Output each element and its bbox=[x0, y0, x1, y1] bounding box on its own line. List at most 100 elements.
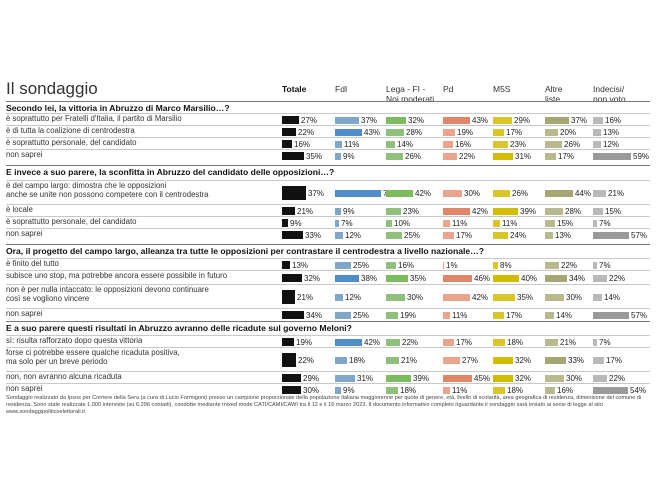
bar-fdi bbox=[335, 117, 359, 124]
bar-totale bbox=[282, 231, 303, 239]
column-header-2: Lega - FI - Noi moderati bbox=[386, 84, 435, 104]
row-separator bbox=[6, 347, 650, 348]
bar-lega-fi-noi-moderati bbox=[386, 153, 403, 160]
data-label: 20% bbox=[560, 128, 577, 137]
data-label: 22% bbox=[298, 356, 315, 365]
bar-indecisi-non-voto bbox=[593, 312, 629, 319]
bar-m5s bbox=[493, 190, 510, 197]
bar-m5s bbox=[493, 387, 505, 394]
data-label: 21% bbox=[401, 356, 418, 365]
row-separator bbox=[6, 216, 650, 217]
data-label: 13% bbox=[555, 231, 572, 240]
bar-lega-fi-noi-moderati bbox=[386, 208, 401, 215]
data-label: 17% bbox=[606, 356, 623, 365]
bar-altre-liste bbox=[545, 275, 567, 282]
data-label: 9% bbox=[290, 219, 302, 228]
bar-totale bbox=[282, 116, 299, 124]
row-label: non saprei bbox=[6, 229, 43, 238]
bar-altre-liste bbox=[545, 375, 564, 382]
data-label: 14% bbox=[604, 293, 621, 302]
data-label: 21% bbox=[297, 207, 314, 216]
row-label: non saprei bbox=[6, 309, 43, 318]
data-label: 38% bbox=[361, 274, 378, 283]
row-separator bbox=[6, 335, 650, 336]
data-label: 21% bbox=[297, 293, 314, 302]
row-separator bbox=[6, 258, 650, 259]
bar-altre-liste bbox=[545, 190, 573, 197]
bar-totale bbox=[282, 207, 295, 215]
question-separator bbox=[6, 321, 650, 322]
data-label: 44% bbox=[575, 189, 592, 198]
data-label: 21% bbox=[560, 338, 577, 347]
bar-lega-fi-noi-moderati bbox=[386, 141, 395, 148]
data-label: 22% bbox=[609, 374, 626, 383]
data-label: 10% bbox=[394, 219, 411, 228]
row-label: non è per nulla intaccato: le opposizion… bbox=[6, 285, 209, 303]
data-label: 17% bbox=[456, 338, 473, 347]
data-label: 16% bbox=[455, 140, 472, 149]
data-label: 16% bbox=[557, 386, 574, 395]
data-label: 26% bbox=[512, 189, 529, 198]
bar-totale bbox=[282, 374, 301, 382]
row-label: non saprei bbox=[6, 384, 43, 393]
bar-lega-fi-noi-moderati bbox=[386, 375, 411, 382]
data-label: 25% bbox=[353, 261, 370, 270]
data-label: 30% bbox=[407, 293, 424, 302]
bar-totale bbox=[282, 128, 296, 136]
bar-pd bbox=[443, 275, 472, 282]
data-label: 11% bbox=[502, 219, 518, 228]
bar-indecisi-non-voto bbox=[593, 262, 597, 269]
row-label: è soprattutto personale, del candidato bbox=[6, 138, 137, 147]
data-label: 26% bbox=[405, 152, 422, 161]
data-label: 15% bbox=[557, 219, 574, 228]
question-3: Ora, il progetto del campo largo, allean… bbox=[6, 246, 485, 256]
data-label: 12% bbox=[345, 231, 362, 240]
footnote: Sondaggio realizzato da Ipsos per Corrie… bbox=[6, 395, 642, 415]
bar-altre-liste bbox=[545, 141, 562, 148]
data-label: 7% bbox=[599, 338, 611, 347]
bar-fdi bbox=[335, 208, 341, 215]
bar-pd bbox=[443, 129, 455, 136]
data-label: 16% bbox=[294, 140, 311, 149]
bar-fdi bbox=[335, 220, 339, 227]
data-label: 22% bbox=[609, 274, 626, 283]
data-label: 11% bbox=[452, 219, 468, 228]
bar-pd bbox=[443, 387, 450, 394]
data-label: 17% bbox=[456, 231, 473, 240]
row-label: è locale bbox=[6, 205, 33, 214]
row-label: non saprei bbox=[6, 150, 43, 159]
data-label: 7% bbox=[599, 261, 611, 270]
bar-m5s bbox=[493, 275, 519, 282]
data-label: 32% bbox=[408, 116, 425, 125]
bar-totale bbox=[282, 140, 292, 148]
bar-fdi bbox=[335, 294, 343, 301]
data-label: 30% bbox=[303, 386, 320, 395]
bar-totale bbox=[282, 186, 306, 200]
bar-totale bbox=[282, 311, 304, 319]
data-label: 12% bbox=[345, 293, 362, 302]
data-label: 39% bbox=[520, 207, 537, 216]
row-label: subisce uno stop, ma potrebbe ancora ess… bbox=[6, 271, 228, 280]
data-label: 12% bbox=[603, 140, 620, 149]
data-label: 19% bbox=[457, 128, 474, 137]
data-label: 26% bbox=[564, 140, 581, 149]
bar-altre-liste bbox=[545, 220, 555, 227]
bar-lega-fi-noi-moderati bbox=[386, 117, 406, 124]
row-label: sì: risulta rafforzato dopo questa vitto… bbox=[6, 336, 143, 345]
row-separator bbox=[6, 204, 650, 205]
data-label: 57% bbox=[631, 311, 648, 320]
data-label: 16% bbox=[398, 261, 415, 270]
data-label: 37% bbox=[308, 189, 325, 198]
bar-totale bbox=[282, 290, 295, 304]
bar-altre-liste bbox=[545, 129, 558, 136]
data-label: 14% bbox=[397, 140, 414, 149]
row-label: è di tutta la coalizione di centrodestra bbox=[6, 126, 135, 135]
bar-m5s bbox=[493, 153, 513, 160]
column-header-4: M5S bbox=[493, 84, 511, 94]
bar-altre-liste bbox=[545, 232, 553, 239]
data-label: 30% bbox=[566, 293, 583, 302]
row-separator bbox=[6, 308, 650, 309]
data-label: 19% bbox=[400, 311, 417, 320]
data-label: 11% bbox=[452, 311, 468, 320]
bar-lega-fi-noi-moderati bbox=[386, 220, 392, 227]
